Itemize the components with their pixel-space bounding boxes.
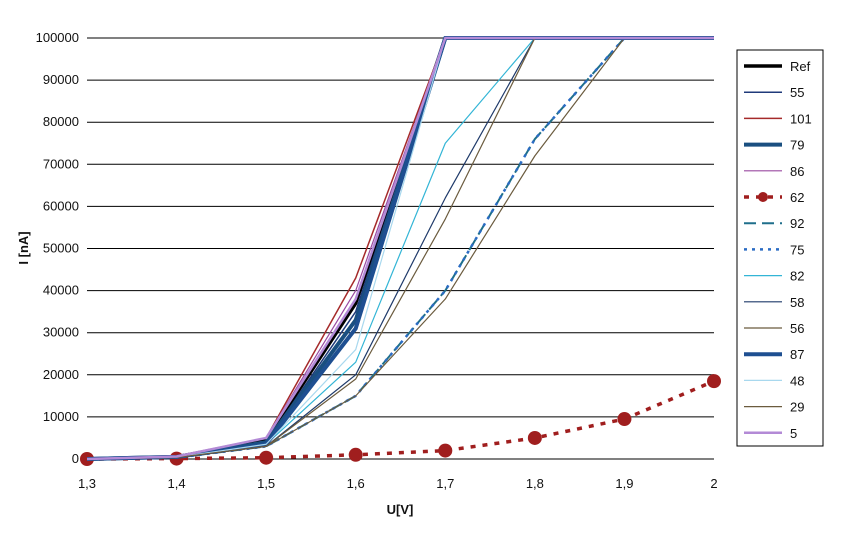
series-line-62: [86, 379, 715, 461]
y-axis-title: I [nA]: [16, 231, 31, 264]
legend-label-62: 62: [790, 190, 804, 205]
legend-label-92: 92: [790, 216, 804, 231]
series-line-92: [86, 37, 714, 460]
legend-label-48: 48: [790, 373, 804, 388]
y-tick-label: 90000: [43, 72, 79, 87]
legend-label-5: 5: [790, 426, 797, 441]
y-tick-label: 50000: [43, 241, 79, 256]
legend: Ref 55 101 79 86 62 92 75 82 58 56 87 48 29 5: [744, 59, 812, 441]
series-marker-62: [527, 430, 542, 445]
y-tick-label: 60000: [43, 198, 79, 213]
legend-label-56: 56: [790, 321, 804, 336]
x-axis-title: U[V]: [387, 502, 414, 517]
y-tick-label: 40000: [43, 283, 79, 298]
x-tick-label: 2: [710, 476, 717, 491]
x-tick-label: 1,8: [526, 476, 544, 491]
series-marker-62: [259, 450, 274, 465]
legend-marker-62: [758, 192, 768, 202]
x-tick-label: 1,5: [257, 476, 275, 491]
y-tick-label: 70000: [43, 156, 79, 171]
series-marker-62: [438, 443, 453, 458]
y-tick-label: 30000: [43, 325, 79, 340]
legend-label-75: 75: [790, 242, 804, 257]
legend-label-82: 82: [790, 269, 804, 284]
legend-label-87: 87: [790, 347, 804, 362]
legend-label-86: 86: [790, 164, 804, 179]
series-marker-62: [707, 374, 721, 389]
x-tick-labels: 1,3 1,4 1,5 1,6 1,7 1,8 1,9 2: [78, 476, 718, 491]
x-tick-label: 1,4: [168, 476, 186, 491]
y-tick-label: 10000: [43, 409, 79, 424]
y-tick-label: 100000: [36, 30, 79, 45]
series-line-5: [86, 36, 714, 461]
series-lines: [80, 36, 721, 466]
x-tick-label: 1,7: [436, 476, 454, 491]
y-tick-label: 20000: [43, 367, 79, 382]
grid-lines: [87, 37, 714, 460]
legend-label-29: 29: [790, 400, 804, 415]
x-tick-label: 1,6: [347, 476, 365, 491]
legend-label-Ref: Ref: [790, 59, 811, 74]
y-tick-label: 0: [72, 451, 79, 466]
legend-box: [736, 49, 824, 447]
x-tick-label: 1,9: [615, 476, 633, 491]
y-tick-label: 80000: [43, 114, 79, 129]
y-tick-labels: 0 10000 20000 30000 40000 50000 60000 70000 8000…: [36, 30, 79, 466]
legend-label-55: 55: [790, 85, 804, 100]
series-marker-62: [348, 447, 363, 462]
x-tick-label: 1,3: [78, 476, 96, 491]
legend-label-58: 58: [790, 295, 804, 310]
series-marker-62: [617, 412, 632, 427]
legend-label-101: 101: [790, 111, 812, 126]
legend-label-79: 79: [790, 138, 804, 153]
